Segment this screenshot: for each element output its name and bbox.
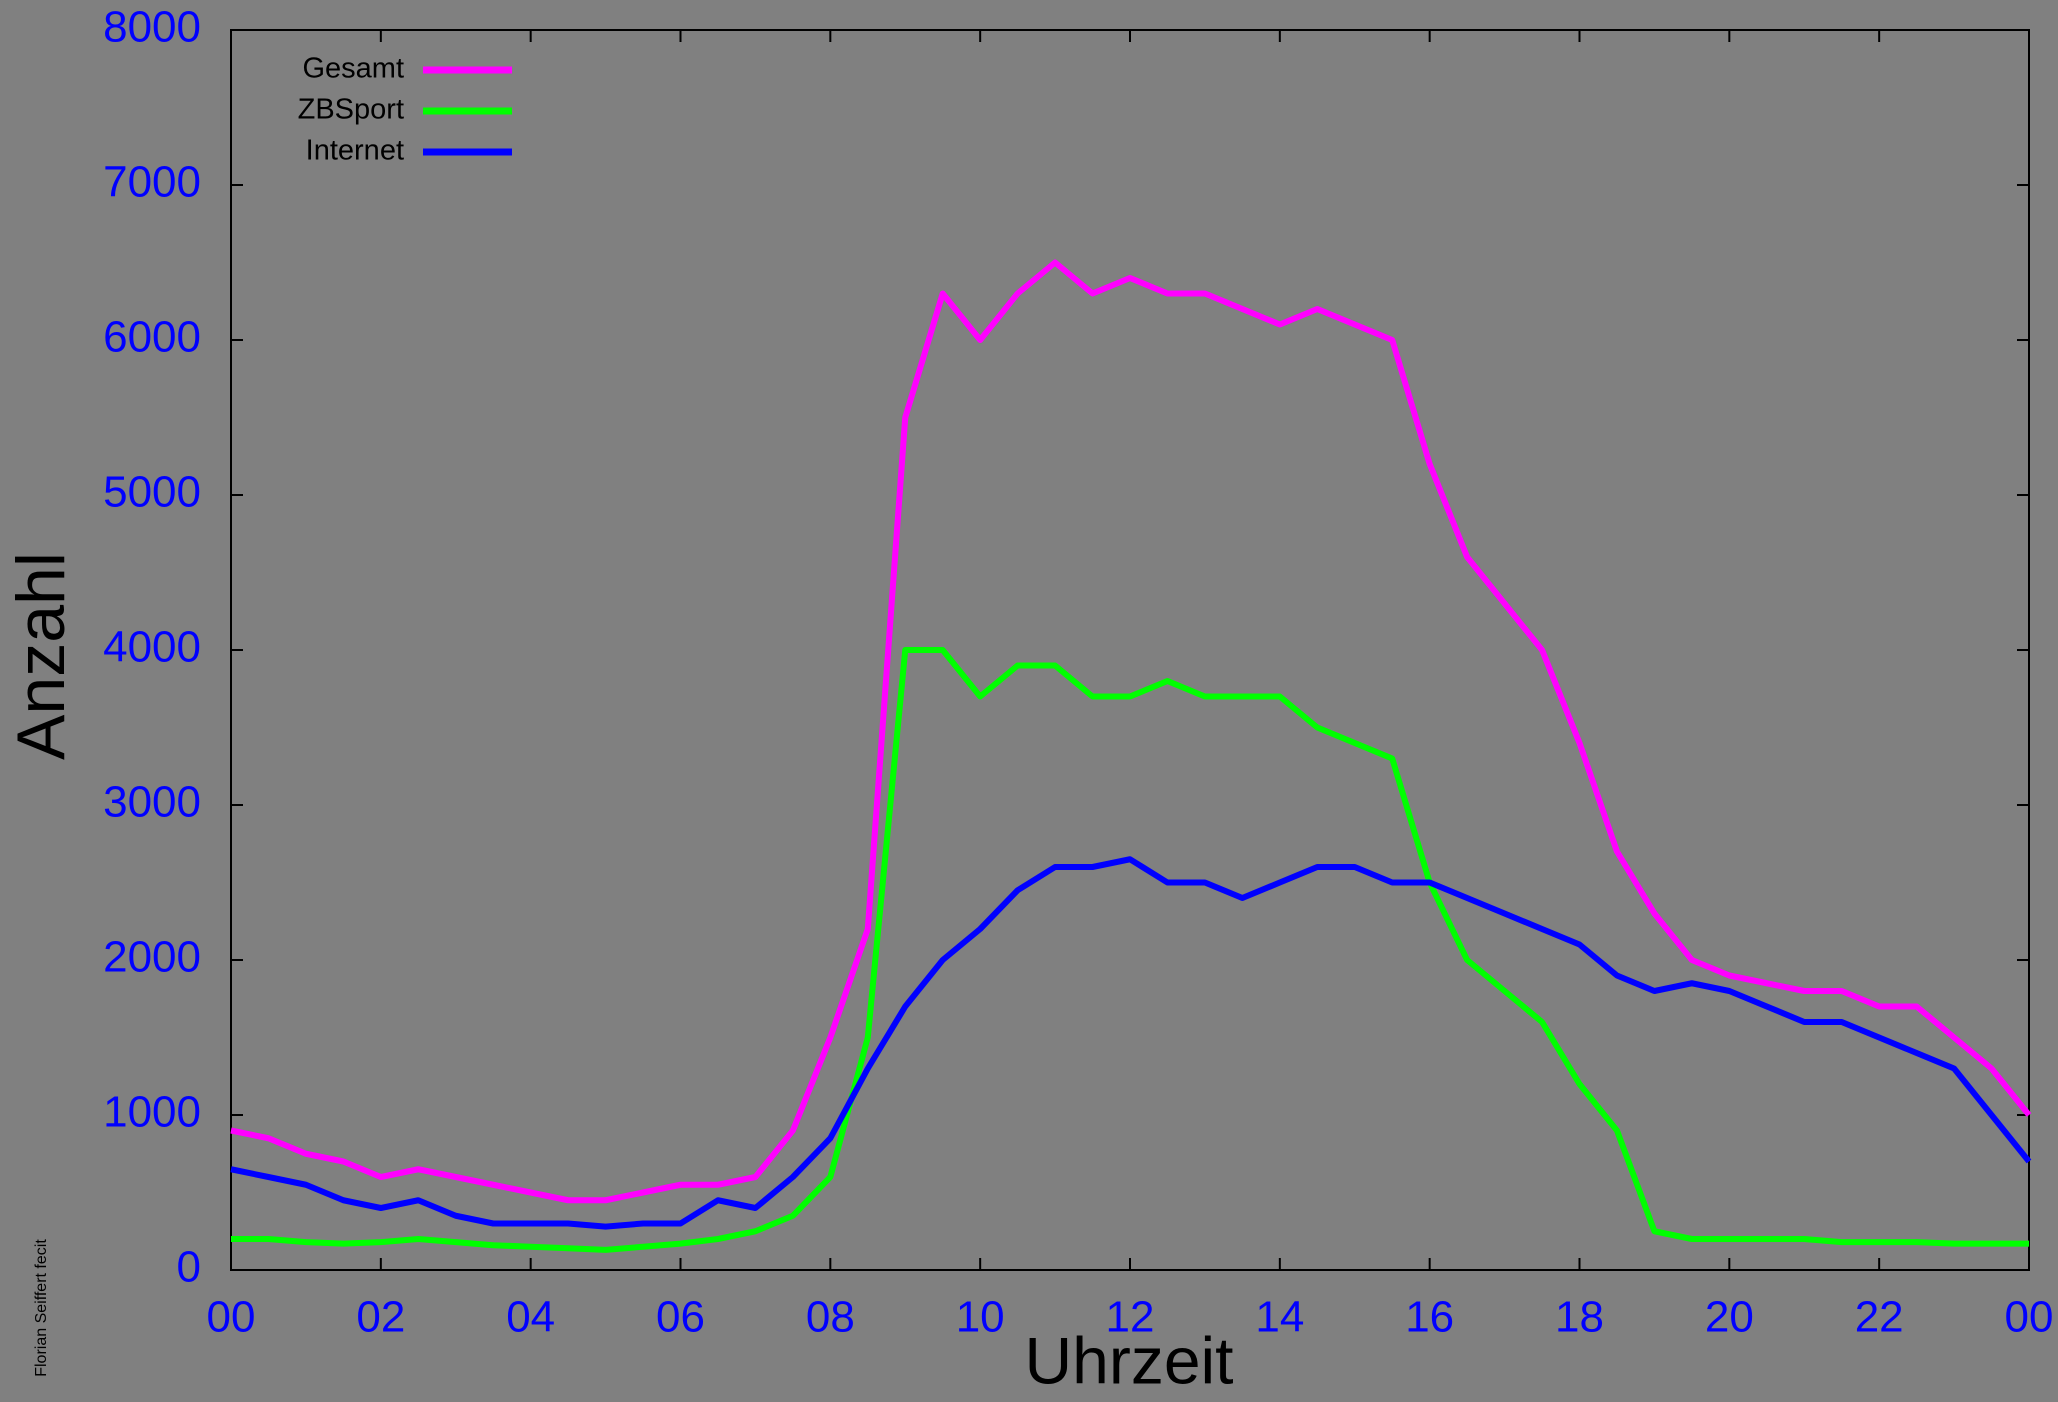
- x-tick-label: 08: [806, 1293, 855, 1342]
- x-tick-label: 16: [1405, 1293, 1454, 1342]
- y-tick-label: 6000: [103, 313, 201, 362]
- x-tick-label: 22: [1855, 1293, 1904, 1342]
- y-tick-label: 7000: [103, 158, 201, 207]
- y-axis-label: Anzahl: [3, 552, 79, 760]
- x-axis-label: Uhrzeit: [1024, 1323, 1233, 1397]
- x-tick-label: 06: [656, 1293, 705, 1342]
- y-tick-label: 8000: [103, 3, 201, 52]
- y-tick-label: 4000: [103, 623, 201, 672]
- legend-label: Gesamt: [302, 53, 404, 85]
- x-tick-label: 14: [1255, 1293, 1304, 1342]
- y-tick-label: 2000: [103, 933, 201, 982]
- y-tick-label: 3000: [103, 778, 201, 827]
- x-tick-label: 04: [506, 1293, 555, 1342]
- x-tick-label: 10: [956, 1293, 1005, 1342]
- x-tick-label: 20: [1705, 1293, 1754, 1342]
- series-line: [231, 647, 2029, 1253]
- x-tick-label: 00: [2005, 1293, 2054, 1342]
- series-line: [230, 259, 2032, 1204]
- legend-label: ZBSport: [298, 94, 404, 126]
- series-line: [230, 856, 2032, 1230]
- y-tick-label: 0: [177, 1243, 201, 1292]
- x-tick-label: 18: [1555, 1293, 1604, 1342]
- y-tick-label: 1000: [103, 1088, 201, 1137]
- y-tick-label: 5000: [103, 468, 201, 517]
- credit: Florian Seiffert fecit: [33, 1239, 50, 1377]
- legend-label: Internet: [306, 135, 404, 167]
- x-tick-label: 02: [356, 1293, 405, 1342]
- x-tick-label: 00: [207, 1293, 256, 1342]
- x-tick-label: 12: [1106, 1293, 1155, 1342]
